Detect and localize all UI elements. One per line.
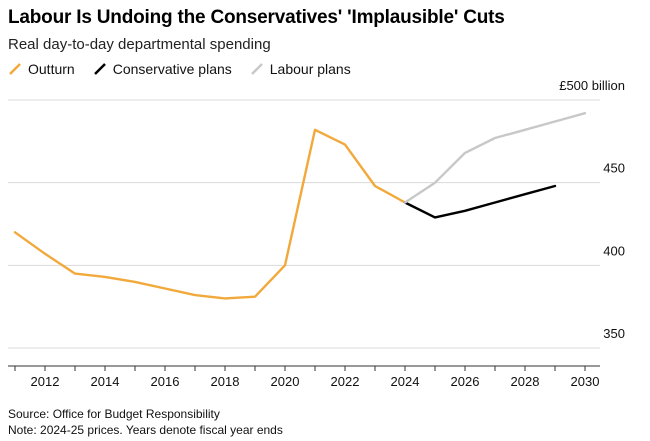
y-tick-label-450: 450 bbox=[603, 161, 625, 176]
series-line-conservative-plans bbox=[403, 184, 557, 219]
legend-label-conservative: Conservative plans bbox=[112, 61, 232, 77]
legend-item-outturn: Outturn bbox=[8, 61, 75, 77]
series-line-labour-plans bbox=[403, 111, 587, 204]
legend-swatch-labour bbox=[250, 63, 263, 75]
legend-item-labour: Labour plans bbox=[250, 61, 351, 77]
legend-item-conservative: Conservative plans bbox=[93, 61, 232, 77]
source-note: Source: Office for Budget Responsibility bbox=[8, 407, 220, 421]
x-tick-label-2020: 2020 bbox=[271, 374, 300, 389]
legend-label-outturn: Outturn bbox=[28, 61, 75, 77]
y-tick-label-500: £500 billion bbox=[559, 78, 625, 93]
chart-subtitle: Real day-to-day departmental spending bbox=[8, 36, 271, 53]
footnote: Note: 2024-25 prices. Years denote fisca… bbox=[8, 423, 283, 437]
y-tick-label-350: 350 bbox=[603, 326, 625, 341]
x-tick-label-2026: 2026 bbox=[451, 374, 480, 389]
x-tick-label-2028: 2028 bbox=[511, 374, 540, 389]
x-tick-label-2016: 2016 bbox=[151, 374, 180, 389]
x-tick-label-2012: 2012 bbox=[31, 374, 60, 389]
x-tick-label-2022: 2022 bbox=[331, 374, 360, 389]
x-tick-label-2014: 2014 bbox=[91, 374, 120, 389]
chart-legend: Outturn Conservative plans Labour plans bbox=[8, 61, 369, 77]
x-tick-label-2024: 2024 bbox=[391, 374, 420, 389]
series-line-outturn bbox=[13, 128, 407, 300]
legend-swatch-outturn bbox=[9, 63, 21, 75]
chart-title: Labour Is Undoing the Conservatives' 'Im… bbox=[8, 7, 505, 28]
y-tick-label-400: 400 bbox=[603, 243, 625, 258]
x-tick-label-2018: 2018 bbox=[211, 374, 240, 389]
legend-label-labour: Labour plans bbox=[269, 61, 351, 77]
x-tick-label-2030: 2030 bbox=[571, 374, 600, 389]
legend-swatch-conservative bbox=[93, 63, 106, 75]
